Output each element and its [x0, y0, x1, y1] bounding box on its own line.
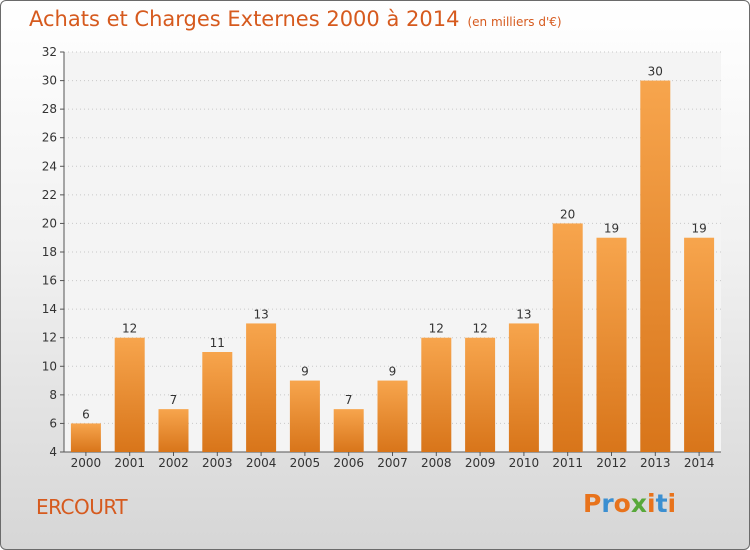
y-tick-label: 8 [49, 388, 57, 402]
bar-value-label: 7 [345, 393, 353, 407]
y-tick-label: 28 [42, 102, 57, 116]
bar-value-label: 20 [560, 207, 575, 221]
bar-value-label: 7 [170, 393, 178, 407]
bar-value-label: 12 [472, 322, 487, 336]
bar-2003 [202, 352, 233, 452]
bar-value-label: 6 [82, 407, 90, 421]
x-tick-label: 2011 [552, 456, 583, 470]
bar-value-label: 30 [648, 65, 663, 79]
bar-2008 [421, 337, 452, 452]
logo-letter: i [667, 489, 677, 518]
x-tick-label: 2013 [640, 456, 671, 470]
bar-value-label: 12 [429, 322, 444, 336]
y-tick-label: 12 [42, 331, 57, 345]
x-tick-label: 2004 [246, 456, 277, 470]
bar-2013 [640, 80, 671, 453]
bar-2009 [465, 337, 496, 452]
y-tick-label: 4 [49, 445, 57, 459]
y-tick-label: 10 [42, 359, 57, 373]
logo-letter: P [583, 489, 602, 518]
x-tick-label: 2001 [114, 456, 145, 470]
bar-value-label: 13 [516, 307, 531, 321]
chart-title: Achats et Charges Externes 2000 à 2014 (e… [29, 7, 562, 31]
logo-letter: x [630, 489, 647, 518]
bar-2005 [289, 380, 320, 452]
y-tick-label: 22 [42, 188, 57, 202]
proxiti-logo[interactable]: Proxiti [583, 489, 676, 518]
bar-value-label: 19 [691, 222, 706, 236]
x-tick-label: 2002 [158, 456, 189, 470]
logo-letter: t [655, 489, 668, 518]
x-tick-label: 2012 [596, 456, 627, 470]
bar-value-label: 11 [210, 336, 225, 350]
y-tick-label: 32 [42, 45, 57, 59]
bar-2014 [684, 237, 715, 452]
bar-2000 [70, 423, 101, 452]
bar-value-label: 9 [389, 365, 397, 379]
y-tick-label: 20 [42, 216, 57, 230]
commune-name: ERCOURT [36, 495, 128, 519]
bar-2004 [246, 323, 277, 452]
x-tick-label: 2008 [421, 456, 452, 470]
y-tick-label: 6 [49, 416, 57, 430]
x-tick-label: 2007 [377, 456, 408, 470]
x-tick-label: 2005 [290, 456, 321, 470]
bar-2010 [508, 323, 539, 452]
bar-2011 [552, 223, 583, 452]
y-tick-label: 30 [42, 74, 57, 88]
bar-value-label: 13 [253, 307, 268, 321]
x-tick-label: 2000 [71, 456, 102, 470]
bar-value-label: 12 [122, 322, 137, 336]
logo-letter: r [601, 489, 614, 518]
bar-2001 [114, 337, 145, 452]
bar-2002 [158, 409, 189, 452]
x-tick-label: 2003 [202, 456, 233, 470]
x-tick-label: 2014 [684, 456, 715, 470]
logo-letter: i [647, 489, 656, 518]
chart-title-text: Achats et Charges Externes 2000 à 2014 [29, 7, 460, 31]
bar-chart: 4 6 8 10 12 14 16 18 20 22 24 26 28 30 32 6 2000 12 2001 7… [42, 45, 721, 470]
y-tick-label: 26 [42, 131, 57, 145]
y-tick-label: 14 [42, 302, 57, 316]
bar-2007 [377, 380, 408, 452]
bar-2006 [333, 409, 364, 452]
bar-2012 [596, 237, 627, 452]
chart-unit-subtitle: (en milliers d'€) [467, 15, 562, 29]
logo-letter: o [613, 489, 631, 518]
y-tick-label: 16 [42, 274, 57, 288]
x-tick-label: 2006 [333, 456, 364, 470]
y-tick-label: 24 [42, 159, 57, 173]
x-tick-label: 2010 [509, 456, 540, 470]
x-tick-label: 2009 [465, 456, 496, 470]
y-tick-label: 18 [42, 245, 57, 259]
bar-value-label: 9 [301, 365, 309, 379]
bar-value-label: 19 [604, 222, 619, 236]
